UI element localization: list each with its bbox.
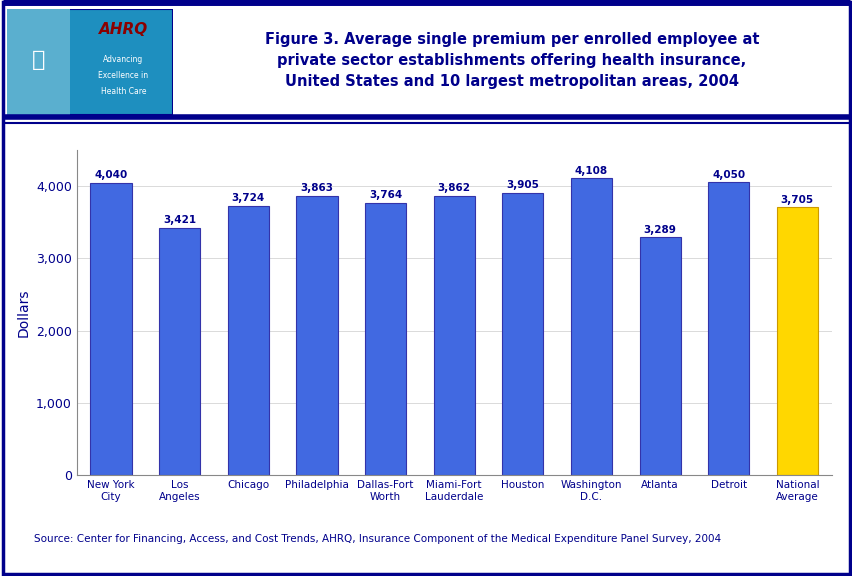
Bar xyxy=(159,228,200,475)
Bar xyxy=(639,237,680,475)
Bar xyxy=(570,178,612,475)
Bar xyxy=(433,196,475,475)
Text: 🦅: 🦅 xyxy=(32,50,45,70)
Text: Figure 3. Average single premium per enrolled employee at: Figure 3. Average single premium per enr… xyxy=(264,32,758,47)
Text: 4,108: 4,108 xyxy=(574,165,607,176)
Text: AHRQ: AHRQ xyxy=(99,22,147,37)
Text: 3,705: 3,705 xyxy=(780,195,813,204)
Bar xyxy=(90,183,131,475)
Text: 4,040: 4,040 xyxy=(95,170,128,180)
Text: Source: Center for Financing, Access, and Cost Trends, AHRQ, Insurance Component: Source: Center for Financing, Access, an… xyxy=(34,535,721,544)
Text: 3,421: 3,421 xyxy=(163,215,196,225)
Y-axis label: Dollars: Dollars xyxy=(16,288,31,337)
FancyBboxPatch shape xyxy=(7,9,173,115)
Text: 3,764: 3,764 xyxy=(369,191,402,200)
Text: United States and 10 largest metropolitan areas, 2004: United States and 10 largest metropolita… xyxy=(285,74,738,89)
Text: 3,905: 3,905 xyxy=(506,180,538,190)
Bar xyxy=(707,182,748,475)
Text: private sector establishments offering health insurance,: private sector establishments offering h… xyxy=(277,53,746,68)
Text: Health Care: Health Care xyxy=(101,87,146,96)
Bar xyxy=(296,196,337,475)
Text: 3,724: 3,724 xyxy=(232,194,265,203)
Bar xyxy=(227,206,268,475)
Text: Excellence in: Excellence in xyxy=(98,71,148,80)
Text: 4,050: 4,050 xyxy=(711,170,745,180)
Text: 3,289: 3,289 xyxy=(643,225,676,235)
Bar xyxy=(502,193,543,475)
Bar xyxy=(365,203,406,475)
Text: 3,862: 3,862 xyxy=(437,183,470,194)
Bar xyxy=(7,9,70,115)
Text: 3,863: 3,863 xyxy=(300,183,333,194)
Bar xyxy=(776,207,817,475)
Text: Advancing: Advancing xyxy=(103,55,143,65)
